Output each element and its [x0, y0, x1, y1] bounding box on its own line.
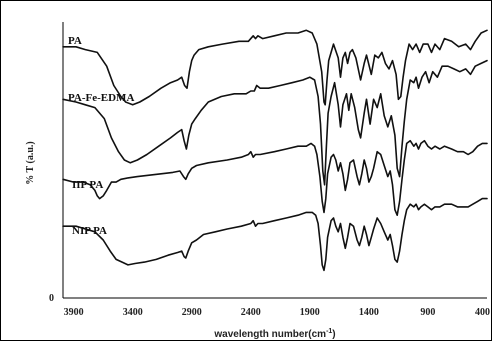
series-group: PA PA-Fe-EDMA IIP PA NIP PA	[62, 29, 488, 272]
x-axis-label-superscript: -1	[326, 328, 332, 335]
x-tick-label: 2900	[182, 307, 202, 318]
series-line-nip-pa	[62, 197, 488, 272]
series-line-pa	[62, 29, 488, 106]
x-tick-label: 400	[475, 307, 490, 318]
series-label: IIP PA	[72, 179, 103, 191]
x-tick-labels: 3900 3400 2900 2400 1900 1400 900 400	[64, 307, 490, 318]
x-axis-label-main: wavelength number(cm	[213, 329, 326, 340]
x-axis-label: wavelength number(cm-1)	[213, 328, 335, 340]
series-label: PA-Fe-EDMA	[68, 92, 134, 104]
series-label: PA	[68, 35, 82, 47]
x-tick-label: 900	[420, 307, 435, 318]
x-tick-label: 3400	[123, 307, 143, 318]
series-line-iip-pa	[62, 139, 488, 216]
x-tick-label: 2400	[241, 307, 261, 318]
y-tick-label: 0	[49, 293, 54, 304]
x-axis-label-end: )	[332, 329, 335, 340]
x-tick-label: 3900	[64, 307, 84, 318]
x-tick-label: 1900	[300, 307, 320, 318]
series-line-pa-fe-edma	[62, 59, 488, 186]
y-axis-label: % T (a.u.)	[25, 141, 36, 185]
series-label: NIP PA	[72, 225, 107, 237]
x-tick-label: 1400	[359, 307, 379, 318]
